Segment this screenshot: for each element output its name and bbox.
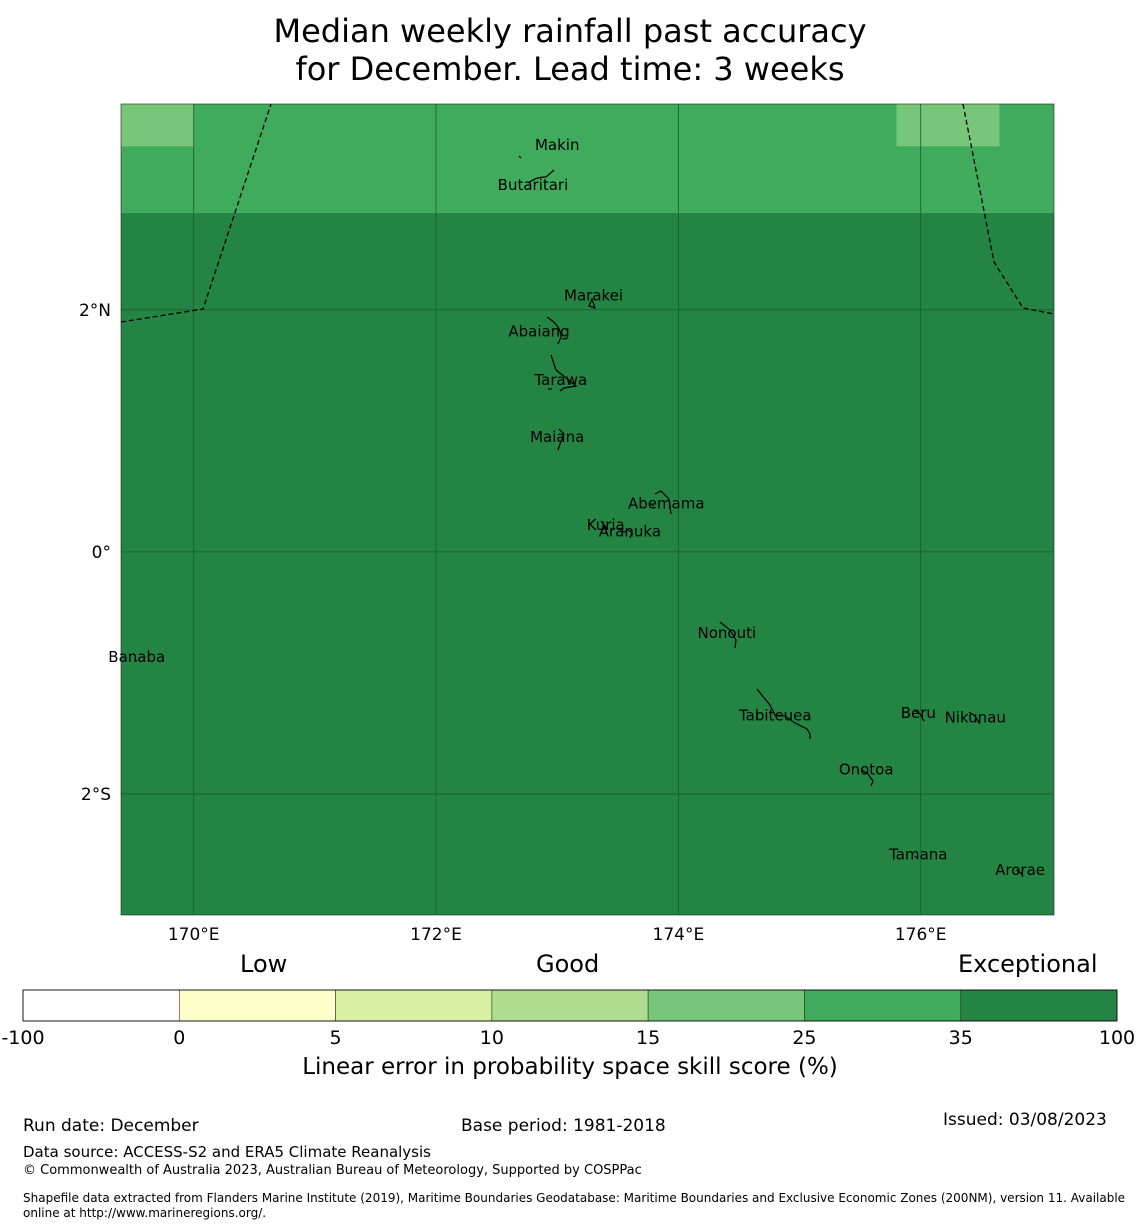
island-label-nonouti: Nonouti: [698, 624, 757, 642]
coastline-butaritari: [527, 169, 555, 184]
shapefile-credit: Shapefile data extracted from Flanders M…: [23, 1191, 1126, 1220]
skill-cell-0: [121, 212, 1054, 915]
axis-tick-labels: 170°E 172°E 174°E 176°E 2°N 0° 2°S: [79, 301, 947, 945]
eez-line-east: [962, 103, 1055, 315]
colorbar-swatch-0: [22, 989, 180, 1022]
issued-date: Issued: 03/08/2023: [943, 1110, 1107, 1130]
colorbar-swatch-2: [335, 989, 493, 1022]
colorbar-title: Linear error in probability space skill …: [302, 1054, 838, 1080]
skill-cell-3: [896, 104, 1000, 147]
island-label-kuria: Kuria: [587, 516, 625, 534]
eez-line-west: [120, 103, 272, 323]
colorbar-swatch-3: [491, 989, 649, 1022]
island-label-makin: Makin: [535, 136, 580, 154]
colorbar-tick-label: -100: [1, 1027, 44, 1049]
skill-cells: [121, 104, 1054, 915]
colorbar-tick-label: 25: [792, 1027, 816, 1049]
colorbar-frame: [22, 989, 1118, 1022]
coastline-onotoa: [861, 769, 874, 787]
lon-tick-label: 174°E: [653, 925, 705, 945]
copyright-notice: © Commonwealth of Australia 2023, Austra…: [23, 1163, 642, 1178]
lon-tick-label: 176°E: [895, 925, 947, 945]
island-label-abemama: Abemama: [628, 494, 705, 512]
island-coastlines: [134, 155, 1024, 878]
skill-cell-2: [121, 104, 194, 147]
island-label-arorae: Arorae: [995, 861, 1045, 879]
colorbar-tick-label: 35: [949, 1027, 973, 1049]
colorbar-swatch-1: [178, 989, 336, 1022]
island-label-maiana: Maiana: [530, 428, 584, 446]
map-title-line-2: for December. Lead time: 3 weeks: [295, 50, 845, 88]
coastline-maiana: [557, 428, 565, 451]
coastline-makin: [518, 155, 522, 159]
coastline-arorae: [1015, 869, 1024, 878]
coastline-nikunau: [968, 711, 981, 725]
lat-tick-label: 0°: [92, 543, 111, 563]
coastline-banaba: [134, 659, 138, 662]
lon-tick-label: 170°E: [168, 925, 220, 945]
map-title-line-1: Median weekly rainfall past accuracy: [273, 12, 867, 50]
colorbar: [22, 989, 1118, 1022]
colorbar-tick-label: 100: [1099, 1027, 1135, 1049]
coastline-beru: [913, 709, 925, 722]
map-canvas: Makin Butaritari Marakei Abaiang Tarawa Maian…: [1, 103, 1135, 1049]
map-frame: [120, 103, 1055, 916]
colorbar-label-low: Low: [240, 950, 288, 978]
colorbar-swatch-4: [647, 989, 805, 1022]
data-source: Data source: ACCESS-S2 and ERA5 Climate …: [23, 1143, 431, 1161]
coastline-marakei: [588, 297, 596, 309]
coastline-nonouti: [719, 621, 737, 649]
island-label-abaiang: Abaiang: [508, 323, 569, 341]
colorbar-swatch-5: [804, 989, 962, 1022]
island-label-marakei: Marakei: [564, 286, 623, 304]
eez-boundary: [120, 103, 1055, 323]
coastline-tabiteuea: [756, 688, 811, 739]
base-period: Base period: 1981-2018: [461, 1116, 666, 1136]
coastline-abaiang: [546, 316, 562, 345]
coastline-aranuka: [619, 529, 633, 539]
coastline-kuria: [600, 520, 609, 530]
colorbar-tick-labels: -100 0 5 10 15 25 35 100: [1, 1027, 1135, 1049]
colorbar-swatch-6: [960, 989, 1118, 1022]
island-label-tabiteuea: Tabiteuea: [738, 706, 812, 724]
colorbar-label-exceptional: Exceptional: [958, 950, 1098, 978]
coastline-tamana: [914, 855, 918, 859]
island-label-butaritari: Butaritari: [498, 176, 569, 194]
island-label-tamana: Tamana: [888, 845, 947, 863]
colorbar-label-good: Good: [536, 950, 600, 978]
coastline-abemama: [649, 490, 672, 515]
island-label-tarawa: Tarawa: [533, 371, 587, 389]
colorbar-tick-label: 5: [330, 1027, 342, 1049]
lon-tick-label: 172°E: [410, 925, 462, 945]
island-label-onotoa: Onotoa: [839, 761, 894, 779]
island-label-aranuka: Aranuka: [599, 522, 661, 540]
island-label-nikunau: Nikunau: [945, 709, 1006, 727]
lat-tick-label: 2°N: [79, 301, 111, 321]
coastline-tarawa: [548, 354, 578, 392]
colorbar-tick-label: 10: [480, 1027, 504, 1049]
colorbar-tick-label: 15: [636, 1027, 660, 1049]
colorbar-tick-label: 0: [173, 1027, 185, 1049]
island-label-beru: Beru: [901, 704, 936, 722]
run-date: Run date: December: [23, 1116, 199, 1136]
graticule: [121, 104, 1054, 915]
island-label-banaba: Banaba: [108, 648, 165, 666]
lat-tick-label: 2°S: [81, 785, 111, 805]
island-labels: Makin Butaritari Marakei Abaiang Tarawa Maian…: [108, 136, 1045, 879]
